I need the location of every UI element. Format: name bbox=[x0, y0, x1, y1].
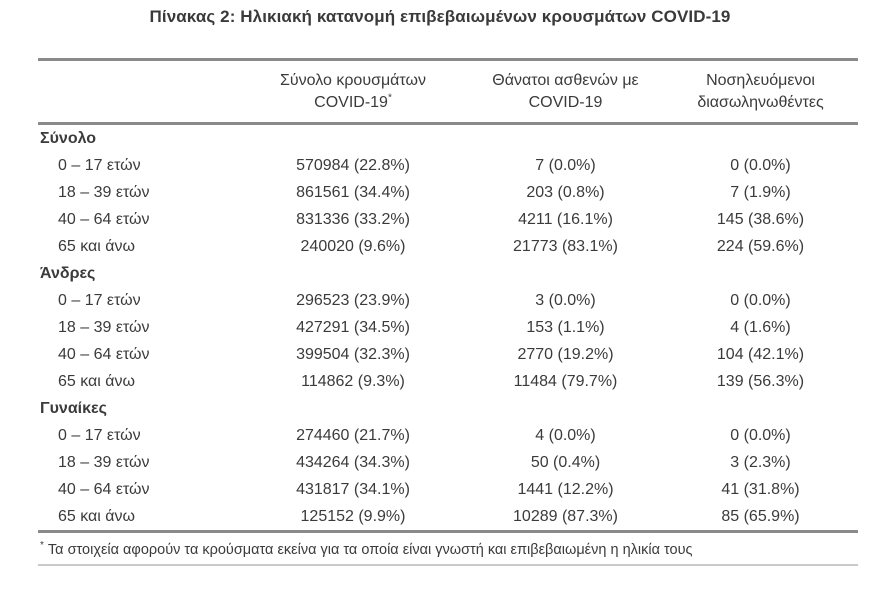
table-row: 65 και άνω 240020 (9.6%) 21773 (83.1%) 2… bbox=[38, 233, 858, 260]
intubated-value: 0 (0.0%) bbox=[730, 427, 791, 444]
header-cases-line2: COVID-19* bbox=[314, 92, 392, 111]
cases-value: 114862 (9.3%) bbox=[301, 373, 405, 390]
cases-value: 434264 (34.3%) bbox=[296, 454, 410, 471]
section-header-women: Γυναίκες bbox=[38, 395, 858, 422]
deaths-value: 11484 (79.7%) bbox=[513, 373, 618, 390]
table-title: Πίνακας 2: Ηλικιακή κατανομή επιβεβαιωμέ… bbox=[149, 7, 731, 26]
table-header-row: Σύνολο κρουσμάτων COVID-19* Θάνατοι ασθε… bbox=[38, 61, 858, 122]
intubated-value: 145 (38.6%) bbox=[716, 211, 805, 228]
footnote-text: Τα στοιχεία αφορούν τα κρούσματα εκείνα … bbox=[47, 542, 693, 558]
table-row: 0 – 17 ετών 274460 (21.7%) 4 (0.0%) 0 (0… bbox=[38, 422, 858, 449]
header-cases: Σύνολο κρουσμάτων COVID-19* bbox=[238, 70, 468, 114]
deaths-value: 2770 (19.2%) bbox=[517, 346, 614, 363]
cases-value: 861561 (34.4%) bbox=[296, 184, 410, 201]
deaths-value: 4 (0.0%) bbox=[535, 427, 596, 444]
age-group-label: 0 – 17 ετών bbox=[58, 292, 141, 309]
deaths-value: 21773 (83.1%) bbox=[513, 238, 618, 255]
cases-value: 570984 (22.8%) bbox=[296, 157, 410, 174]
intubated-value: 4 (1.6%) bbox=[730, 319, 791, 336]
table-row: 40 – 64 ετών 431817 (34.1%) 1441 (12.2%)… bbox=[38, 476, 858, 503]
deaths-value: 4211 (16.1%) bbox=[518, 211, 613, 228]
footer-rule bbox=[38, 530, 858, 533]
section-label: Σύνολο bbox=[40, 130, 97, 147]
age-group-label: 40 – 64 ετών bbox=[58, 481, 150, 498]
header-cases-line1: Σύνολο κρουσμάτων bbox=[279, 72, 426, 89]
table-row: 0 – 17 ετών 570984 (22.8%) 7 (0.0%) 0 (0… bbox=[38, 152, 858, 179]
bottom-faint-rule bbox=[38, 564, 858, 566]
intubated-value: 85 (65.9%) bbox=[721, 508, 800, 525]
age-group-label: 40 – 64 ετών bbox=[58, 346, 150, 363]
cases-value: 274460 (21.7%) bbox=[296, 427, 410, 444]
header-deaths-line2: COVID-19 bbox=[528, 94, 603, 111]
age-group-label: 40 – 64 ετών bbox=[58, 211, 150, 228]
document-page: Πίνακας 2: Ηλικιακή κατανομή επιβεβαιωμέ… bbox=[0, 7, 880, 594]
deaths-value: 10289 (87.3%) bbox=[513, 508, 618, 525]
table-row: 18 – 39 ετών 861561 (34.4%) 203 (0.8%) 7… bbox=[38, 179, 858, 206]
table-row: 18 – 39 ετών 434264 (34.3%) 50 (0.4%) 3 … bbox=[38, 449, 858, 476]
table-row: 65 και άνω 114862 (9.3%) 11484 (79.7%) 1… bbox=[38, 368, 858, 395]
header-intubated: Νοσηλευόμενοι διασωληνωθέντες bbox=[663, 70, 858, 114]
cases-value: 431817 (34.1%) bbox=[296, 481, 410, 498]
table-row: 40 – 64 ετών 399504 (32.3%) 2770 (19.2%)… bbox=[38, 341, 858, 368]
section-header-total: Σύνολο bbox=[38, 125, 858, 152]
section-label: Άνδρες bbox=[40, 265, 96, 282]
section-label: Γυναίκες bbox=[40, 400, 107, 417]
intubated-value: 0 (0.0%) bbox=[730, 292, 791, 309]
header-deaths: Θάνατοι ασθενών με COVID-19 bbox=[468, 70, 663, 114]
cases-value: 125152 (9.9%) bbox=[300, 508, 406, 525]
table-row: 40 – 64 ετών 831336 (33.2%) 4211 (16.1%)… bbox=[38, 206, 858, 233]
intubated-value: 104 (42.1%) bbox=[716, 346, 805, 363]
header-rule bbox=[38, 122, 858, 125]
cases-value: 831336 (33.2%) bbox=[296, 211, 410, 228]
deaths-value: 153 (1.1%) bbox=[526, 319, 605, 336]
intubated-value: 3 (2.3%) bbox=[730, 454, 791, 471]
age-group-label: 0 – 17 ετών bbox=[58, 427, 141, 444]
deaths-value: 50 (0.4%) bbox=[530, 454, 601, 471]
footnote: * Τα στοιχεία αφορούν τα κρούσματα εκείνα… bbox=[38, 533, 858, 560]
header-asterisk: * bbox=[387, 92, 392, 104]
age-group-label: 65 και άνω bbox=[58, 238, 136, 255]
deaths-value: 3 (0.0%) bbox=[535, 292, 596, 309]
age-group-label: 0 – 17 ετών bbox=[58, 157, 141, 174]
data-table: Σύνολο κρουσμάτων COVID-19* Θάνατοι ασθε… bbox=[38, 58, 858, 566]
intubated-value: 0 (0.0%) bbox=[730, 157, 791, 174]
footnote-asterisk: * bbox=[40, 540, 44, 552]
table-row: 65 και άνω 125152 (9.9%) 10289 (87.3%) 8… bbox=[38, 503, 858, 530]
intubated-value: 7 (1.9%) bbox=[730, 184, 791, 201]
age-group-label: 18 – 39 ετών bbox=[58, 184, 150, 201]
table-row: 0 – 17 ετών 296523 (23.9%) 3 (0.0%) 0 (0… bbox=[38, 287, 858, 314]
age-group-label: 65 και άνω bbox=[58, 373, 136, 390]
cases-value: 427291 (34.5%) bbox=[296, 319, 410, 336]
intubated-value: 139 (56.3%) bbox=[716, 373, 805, 390]
deaths-value: 7 (0.0%) bbox=[535, 157, 596, 174]
cases-value: 240020 (9.6%) bbox=[300, 238, 406, 255]
intubated-value: 41 (31.8%) bbox=[721, 481, 800, 498]
age-group-label: 65 και άνω bbox=[58, 508, 136, 525]
header-deaths-line1: Θάνατοι ασθενών με bbox=[492, 72, 639, 89]
cases-value: 399504 (32.3%) bbox=[296, 346, 410, 363]
section-header-men: Άνδρες bbox=[38, 260, 858, 287]
intubated-value: 224 (59.6%) bbox=[716, 238, 805, 255]
age-group-label: 18 – 39 ετών bbox=[58, 319, 150, 336]
top-rule bbox=[38, 58, 858, 61]
cases-value: 296523 (23.9%) bbox=[296, 292, 410, 309]
deaths-value: 1441 (12.2%) bbox=[517, 481, 614, 498]
header-intubated-line1: Νοσηλευόμενοι bbox=[706, 72, 815, 89]
header-intubated-line2: διασωληνωθέντες bbox=[697, 94, 824, 111]
deaths-value: 203 (0.8%) bbox=[526, 184, 605, 201]
age-group-label: 18 – 39 ετών bbox=[58, 454, 150, 471]
table-row: 18 – 39 ετών 427291 (34.5%) 153 (1.1%) 4… bbox=[38, 314, 858, 341]
